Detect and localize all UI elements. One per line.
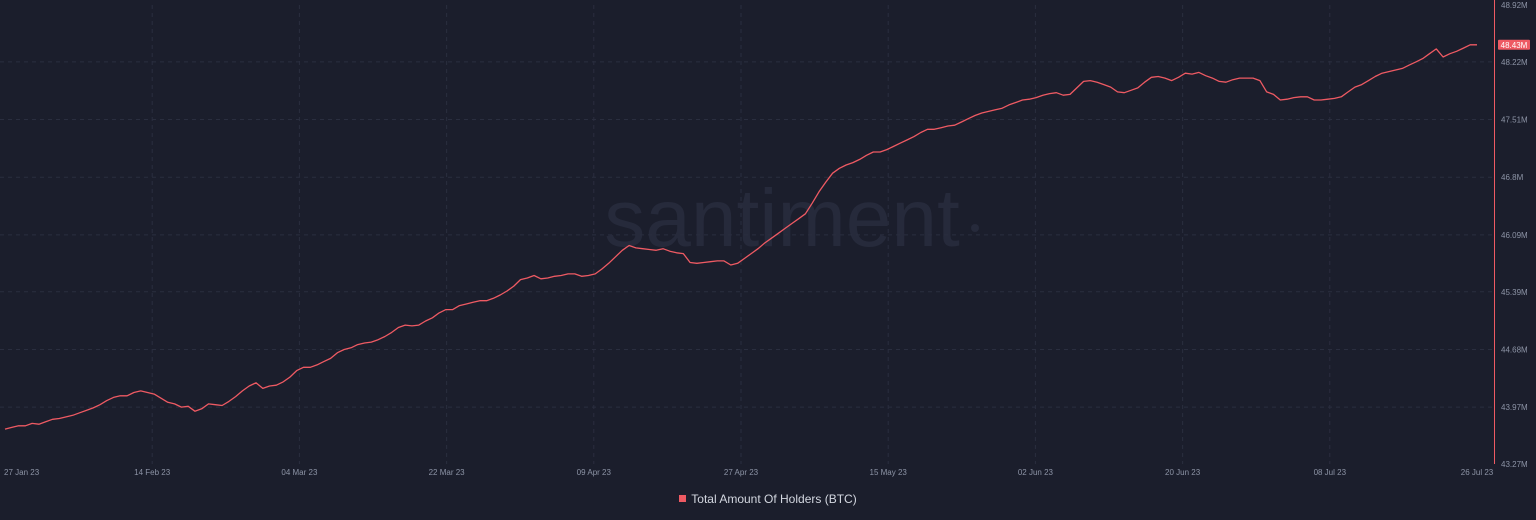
x-tick-label: 15 May 23 [870, 468, 908, 477]
x-tick-label: 02 Jun 23 [1018, 468, 1054, 477]
y-tick-label: 43.97M [1501, 403, 1528, 412]
y-tick-label: 44.68M [1501, 345, 1528, 354]
y-axis-labels: 48.92M 48.22M 47.51M 46.8M 46.09M 45.39M 44.68… [1501, 1, 1528, 469]
grid-lines [0, 5, 1494, 464]
legend-label: Total Amount Of Holders (BTC) [691, 492, 857, 506]
y-tick-label: 46.8M [1501, 173, 1524, 182]
x-tick-label: 27 Apr 23 [724, 468, 759, 477]
series-line-total-holders[interactable] [4, 44, 1477, 430]
x-tick-label: 14 Feb 23 [134, 468, 171, 477]
y-tick-label: 48.22M [1501, 58, 1528, 67]
watermark-dot [971, 224, 979, 232]
x-axis-labels: 27 Jan 23 14 Feb 23 04 Mar 23 22 Mar 23 09 A… [4, 468, 1494, 477]
last-value-badge-bg [1498, 39, 1530, 50]
x-tick-label: 20 Jun 23 [1165, 468, 1201, 477]
x-tick-label: 08 Jul 23 [1314, 468, 1347, 477]
y-tick-label: 48.92M [1501, 1, 1528, 10]
x-tick-label: 26 Jul 23 [1461, 468, 1494, 477]
last-value-badge: 48.43M [1498, 39, 1530, 50]
y-tick-label: 46.09M [1501, 231, 1528, 240]
chart-legend[interactable]: Total Amount Of Holders (BTC) [0, 492, 1536, 506]
y-tick-label: 43.27M [1501, 460, 1528, 469]
series-layer [4, 44, 1477, 430]
x-tick-label: 04 Mar 23 [281, 468, 318, 477]
y-tick-label: 45.39M [1501, 288, 1528, 297]
x-tick-label: 27 Jan 23 [4, 468, 40, 477]
x-tick-label: 09 Apr 23 [577, 468, 612, 477]
x-tick-label: 22 Mar 23 [429, 468, 466, 477]
legend-swatch-icon [679, 495, 687, 502]
last-value-text: 48.43M [1501, 41, 1528, 50]
y-tick-label: 47.51M [1501, 116, 1528, 125]
